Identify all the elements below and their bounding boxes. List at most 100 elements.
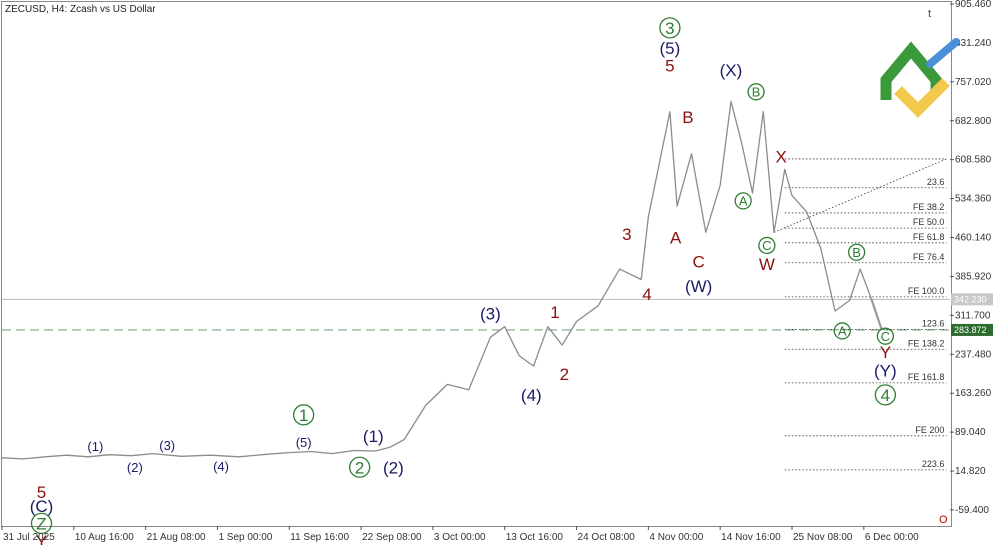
wave-label-circle <box>876 327 895 345</box>
wave-label: (W) <box>685 277 712 296</box>
wave-label-circle <box>758 236 776 255</box>
forecast-line <box>869 297 883 331</box>
wave-label: 2 <box>355 458 364 477</box>
x-tick-label: 21 Aug 08:00 <box>147 532 206 543</box>
wave-label: 5 <box>37 483 46 502</box>
y-tick-label: 237.480 <box>955 349 992 360</box>
wave-label: A <box>670 229 682 248</box>
wave-label: (4) <box>521 386 542 405</box>
y-tick-label: 831.240 <box>955 38 992 49</box>
bid-price-box <box>951 293 993 306</box>
y-tick-label: 311.700 <box>955 310 991 321</box>
wave-label: (5) <box>660 39 681 58</box>
current-price-box <box>951 323 993 336</box>
wave-label: 3 <box>665 19 674 38</box>
wave-label: (C) <box>30 497 54 516</box>
y-tick-label: 757.020 <box>955 77 992 88</box>
wave-label: 4 <box>642 285 651 304</box>
y-tick-label: 14.820 <box>955 466 986 477</box>
y-tick-label: 163.260 <box>955 388 992 399</box>
wave-label: (1) <box>363 427 384 446</box>
plot-frame <box>1 1 952 527</box>
wave-label: (2) <box>127 460 143 475</box>
wave-label: B <box>752 84 761 99</box>
y-tick-label: 608.580 <box>955 155 992 166</box>
x-tick-label: 31 Jul 2025 <box>3 532 55 543</box>
wave-label: 5 <box>665 57 674 76</box>
wave-label: Y <box>880 343 891 362</box>
x-tick-label: 14 Nov 16:00 <box>721 532 781 543</box>
y-tick-label: 89.040 <box>955 427 986 438</box>
symbol-header: ZECUSD, H4: Zcash vs US Dollar <box>5 4 156 15</box>
y-tick-label: 385.920 <box>955 271 992 282</box>
fib-level-label: FE 161.8 <box>908 372 945 382</box>
bottom-right-marker: O <box>939 514 948 526</box>
fib-level-label: FE 200 <box>915 425 944 435</box>
liteforex-logo <box>880 38 960 118</box>
current-price-label: 283.872 <box>954 325 987 335</box>
x-tick-label: 24 Oct 08:00 <box>578 532 636 543</box>
wave-label: Z <box>36 514 46 533</box>
wave-label: 3 <box>622 225 631 244</box>
wave-label: Y <box>36 532 47 545</box>
wave-label: (3) <box>159 438 175 453</box>
y-tick-label: 905.460 <box>955 0 992 10</box>
wave-label: C <box>692 252 704 271</box>
wave-label: (Y) <box>874 361 897 380</box>
fib-level-label: FE 76.4 <box>913 252 945 262</box>
bid-price-label: 342.230 <box>954 294 987 304</box>
fib-level-label: FE 38.2 <box>913 202 945 212</box>
x-tick-label: 4 Nov 00:00 <box>649 532 703 543</box>
wave-label-circle <box>833 322 851 340</box>
y-tick-label: 682.800 <box>955 116 992 127</box>
wave-label: (4) <box>213 459 229 474</box>
fib-level-label: 123.6 <box>922 318 945 328</box>
wave-label: A <box>739 194 748 209</box>
wave-label-circle <box>874 384 897 406</box>
fib-level-label: FE 138.2 <box>908 338 945 348</box>
wave-label-circle <box>747 83 765 101</box>
wave-label: X <box>776 147 787 166</box>
wave-label: B <box>682 108 693 127</box>
wave-label: A <box>838 324 847 339</box>
fib-level-label: FE 61.8 <box>913 232 945 242</box>
wave-label: C <box>881 329 890 344</box>
x-tick-label: 11 Sep 16:00 <box>290 532 349 543</box>
wave-label: (3) <box>480 305 501 324</box>
fib-level-label: 223.6 <box>922 459 945 469</box>
y-tick-label: 460.140 <box>955 233 992 244</box>
y-tick-label: -59.400 <box>955 505 989 516</box>
trade-icon[interactable]: t <box>928 8 931 20</box>
wave-label: 1 <box>299 406 308 425</box>
wave-label: 2 <box>560 365 569 384</box>
wave-label-circle <box>349 456 371 478</box>
wave-label: 1 <box>550 303 559 322</box>
wave-label-circle <box>292 404 315 426</box>
wave-label: (X) <box>720 61 743 80</box>
x-tick-label: 6 Dec 00:00 <box>865 532 919 543</box>
x-tick-label: 13 Oct 16:00 <box>506 532 564 543</box>
wave-label: (1) <box>87 439 103 454</box>
wave-label: W <box>759 255 775 274</box>
x-tick-label: 25 Nov 08:00 <box>793 532 853 543</box>
wave-label-circle <box>659 17 681 39</box>
fib-level-label: FE 50.0 <box>913 217 945 227</box>
wave-label: (2) <box>383 458 404 477</box>
wave-label-circle <box>847 243 866 261</box>
x-tick-label: 10 Aug 16:00 <box>75 532 134 543</box>
x-tick-label: 3 Oct 00:00 <box>434 532 486 543</box>
wave-label: C <box>762 238 771 253</box>
wave-label: 4 <box>881 386 890 405</box>
wave-label-circle <box>734 192 752 210</box>
fib-level-label: 23.6 <box>927 177 945 187</box>
wave-label: B <box>852 245 861 260</box>
fib-level-label: FE 100.0 <box>908 286 945 296</box>
x-tick-label: 1 Sep 00:00 <box>218 532 272 543</box>
wave-label-circle <box>30 512 53 535</box>
x-tick-label: 22 Sep 08:00 <box>362 532 422 543</box>
price-line <box>1 100 883 460</box>
y-tick-label: 534.360 <box>955 194 992 205</box>
